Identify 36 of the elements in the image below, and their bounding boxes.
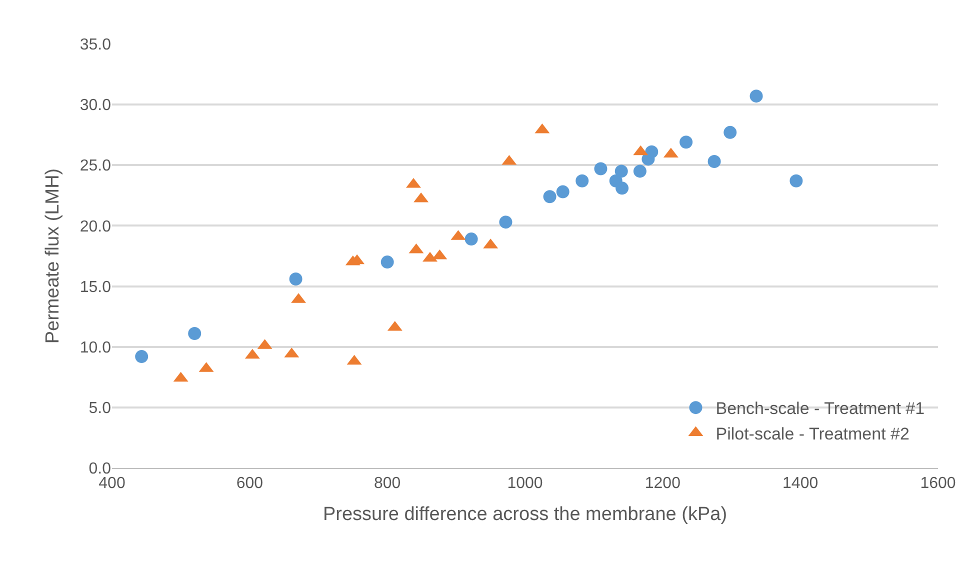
point (594, 162, 608, 176)
y-tick-label: 10.0 (80, 339, 112, 356)
point (708, 155, 721, 168)
y-tick-label: 0.0 (88, 460, 112, 478)
y-tick-label: 35.0 (80, 36, 112, 54)
legend-label: Bench-scale - Treatment #1 (716, 399, 925, 418)
y-tick-label: 5.0 (88, 400, 112, 418)
point (380, 256, 394, 269)
x-tick-label: 1400 (782, 475, 818, 492)
x-tick-label: 1600 (920, 475, 956, 492)
x-tick-label: 400 (98, 475, 126, 492)
point (289, 272, 302, 286)
point (645, 145, 658, 158)
y-tick-label: 25.0 (80, 158, 112, 175)
point (633, 164, 646, 178)
point (750, 90, 763, 103)
x-axis-title: Pressure difference across the membrane (kPa) (322, 504, 728, 525)
point (464, 232, 478, 246)
x-tick-label: 800 (374, 475, 401, 492)
point (680, 136, 693, 149)
point (556, 185, 570, 198)
point (499, 216, 512, 229)
y-tick-label: 15.0 (80, 278, 112, 296)
y-tick-label: 30.0 (80, 97, 112, 114)
y-axis-title: Permeate flux (LMH) (42, 168, 64, 344)
point (724, 126, 737, 139)
legend-label: Pilot-scale - Treatment #2 (716, 424, 910, 444)
point (616, 182, 629, 195)
point (790, 174, 803, 188)
x-tick-label: 1000 (507, 475, 543, 492)
point (543, 190, 556, 204)
x-tick-label: 1200 (644, 475, 681, 492)
point (576, 174, 589, 188)
y-tick-label: 20.0 (80, 218, 112, 236)
point (614, 164, 628, 178)
x-tick-label: 600 (236, 475, 264, 492)
